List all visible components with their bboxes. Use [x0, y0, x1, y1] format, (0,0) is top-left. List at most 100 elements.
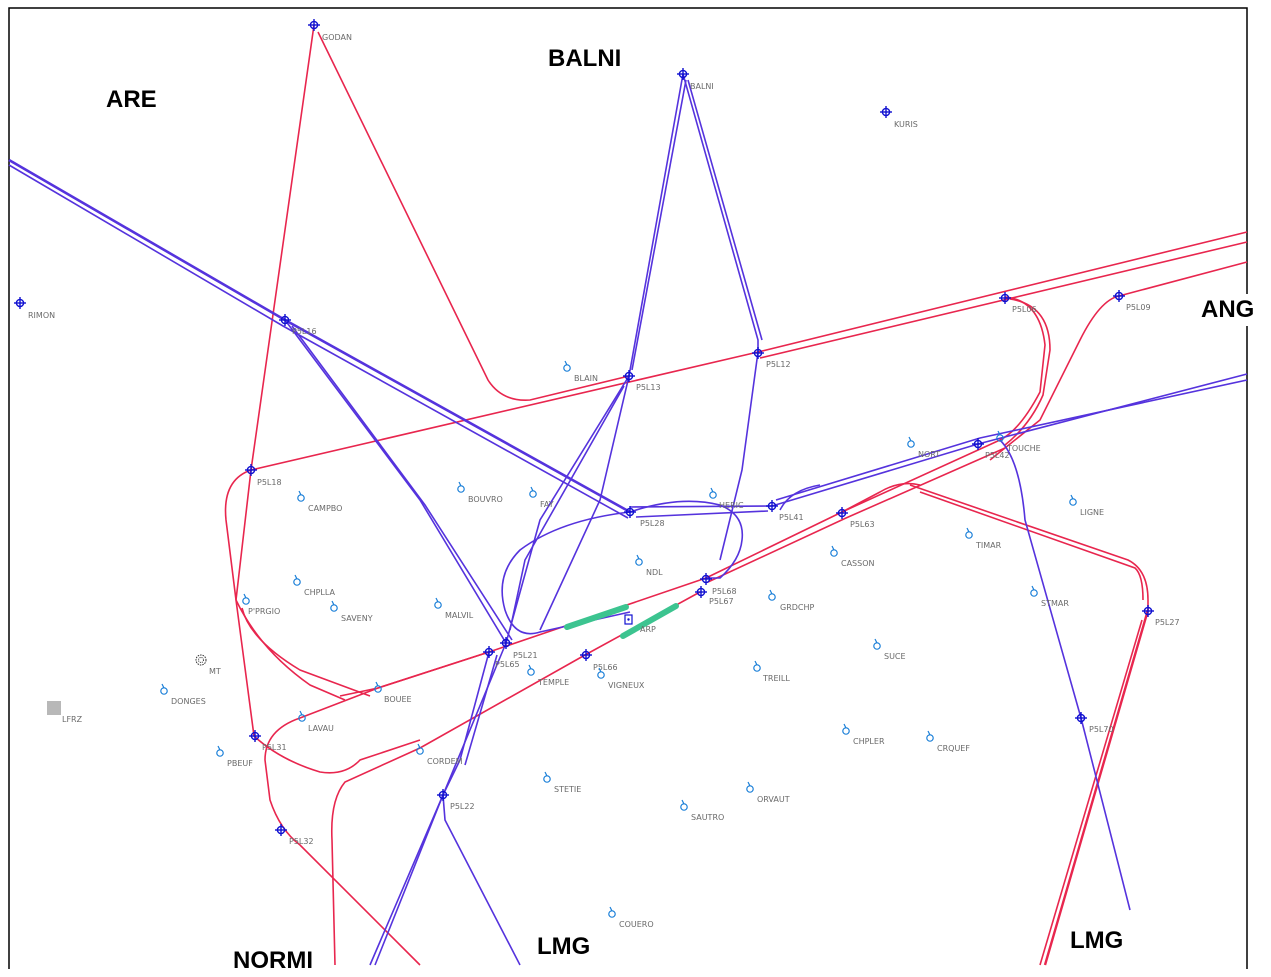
navaid-fay[interactable]: FAY [529, 486, 554, 509]
waypoint-label: P5L41 [779, 513, 804, 522]
navaid-malvil[interactable]: MALVIL [434, 597, 474, 620]
navaid-donges[interactable]: DONGES [160, 683, 206, 706]
navaid-sautro[interactable]: SAUTRO [680, 799, 724, 822]
route-are-p5l28 [8, 158, 631, 514]
waypoints-layer: GODAN BALNI KURIS RIMON P5L16 P5L13 P5L12 P5L06… [14, 19, 1180, 846]
point-label: LFRZ [62, 715, 83, 724]
waypoint-label: P5L63 [850, 520, 875, 529]
navaid-campbo[interactable]: CAMPBO [297, 490, 343, 513]
waypoint-p5l09[interactable]: P5L09 [1113, 290, 1151, 312]
waypoint-p5l06[interactable]: P5L06 [999, 292, 1037, 314]
point-lfrz[interactable]: LFRZ [47, 701, 83, 724]
navaid-icon [529, 486, 537, 498]
navaid-bouvro[interactable]: BOUVRO [457, 481, 503, 504]
waypoint-p5l41[interactable]: P5L41 [766, 500, 804, 522]
sector-label-lmg-south: LMG [533, 931, 595, 963]
navaid-touche[interactable]: TOUCHE [996, 430, 1041, 453]
navaid-vigneux[interactable]: VIGNEUX [597, 667, 645, 690]
waypoint-p5l68[interactable]: P5L68 [700, 573, 737, 596]
waypoint-label: P5L27 [1155, 618, 1180, 627]
navaid-label: FAY [540, 500, 554, 509]
waypoint-p5l22[interactable]: P5L22 [437, 789, 475, 811]
navaid-cordem[interactable]: CORDEM [416, 743, 463, 766]
navaid-icon [527, 664, 535, 676]
navaid-bouee[interactable]: BOUEE [374, 681, 412, 704]
waypoint-rimon[interactable]: RIMON [14, 297, 55, 320]
navaid-ligne[interactable]: LIGNE [1069, 494, 1104, 517]
waypoint-p5l42[interactable]: P5L42 [972, 438, 1010, 460]
waypoint-icon [308, 19, 320, 31]
waypoint-p5l32[interactable]: P5L32 [275, 824, 314, 846]
navaid-label: LIGNE [1080, 508, 1104, 517]
navaid-saveny[interactable]: SAVENY [330, 600, 373, 623]
waypoint-p5l66[interactable]: P5L66 [580, 649, 618, 672]
route-ang-p5l18 [250, 231, 1248, 471]
point-arp[interactable]: ARP [640, 625, 656, 634]
navaid-pprgio[interactable]: P'PRGIO [242, 593, 280, 616]
navaid-icon [1030, 585, 1038, 597]
special-points-layer: MT LFRZ ARP [47, 625, 656, 724]
navaid-icon [926, 730, 934, 742]
navaid-treill[interactable]: TREILL [753, 660, 791, 683]
navaid-label: GRDCHP [780, 603, 815, 612]
navaid-icon [753, 660, 761, 672]
waypoint-p5l16[interactable]: P5L16 [279, 314, 317, 336]
navaid-lavau[interactable]: LAVAU [298, 710, 334, 733]
navaid-ndl[interactable]: NDL [635, 554, 663, 577]
navaid-label: COUERO [619, 920, 654, 929]
waypoint-p5l63[interactable]: P5L63 [836, 507, 875, 529]
waypoint-balni[interactable]: BALNI [677, 68, 714, 91]
waypoint-p5l12[interactable]: P5L12 [752, 347, 791, 369]
navaid-crquef[interactable]: CRQUEF [926, 730, 971, 753]
navaid-blain[interactable]: BLAIN [563, 360, 598, 383]
waypoint-p5l31[interactable]: P5L31 [249, 730, 287, 752]
navaid-label: LAVAU [308, 724, 334, 733]
navaid-icon [298, 710, 306, 722]
waypoint-kuris[interactable]: KURIS [880, 106, 918, 129]
navaid-label: TREILL [762, 674, 790, 683]
waypoint-p5l67[interactable]: P5L67 [695, 586, 734, 606]
waypoint-label: P5L31 [262, 743, 287, 752]
waypoint-godan[interactable]: GODAN [308, 19, 352, 42]
navaid-icon [374, 681, 382, 693]
navaid-label: VIGNEUX [608, 681, 645, 690]
navaid-nort[interactable]: NORT [907, 436, 940, 459]
navaid-stmar[interactable]: STMAR [1030, 585, 1070, 608]
waypoint-icon [249, 730, 261, 742]
navaid-pbeuf[interactable]: PBEUF [216, 745, 253, 768]
waypoint-p5l21[interactable]: P5L21 [500, 637, 538, 660]
waypoint-icon [245, 464, 257, 476]
navaid-suce[interactable]: SUCE [873, 638, 906, 661]
waypoint-icon [275, 824, 287, 836]
navaid-chpler[interactable]: CHPLER [842, 723, 885, 746]
navaid-icon [330, 600, 338, 612]
waypoint-p5l18[interactable]: P5L18 [245, 464, 282, 487]
navaid-orvaut[interactable]: ORVAUT [746, 781, 790, 804]
waypoint-p5l13[interactable]: P5L13 [623, 370, 661, 392]
navaid-casson[interactable]: CASSON [830, 545, 875, 568]
waypoint-icon [279, 314, 291, 326]
navaid-icon [608, 906, 616, 918]
waypoint-p5l27[interactable]: P5L27 [1142, 605, 1180, 627]
waypoint-p5l70[interactable]: P5L70 [1075, 712, 1114, 734]
navaid-timar[interactable]: TIMAR [965, 527, 1002, 550]
navaid-temple[interactable]: TEMPLE [527, 664, 569, 687]
waypoint-icon [437, 789, 449, 801]
navaid-stetie[interactable]: STETIE [543, 771, 582, 794]
navaid-heric[interactable]: HERIC [709, 487, 744, 510]
navaid-icon [907, 436, 915, 448]
waypoint-icon [880, 106, 892, 118]
point-label: MT [209, 667, 221, 676]
route-godan-p5l13 [317, 31, 630, 401]
point-mt[interactable]: MT [195, 654, 221, 676]
navaid-grdchp[interactable]: GRDCHP [768, 589, 815, 612]
waypoint-p5l65[interactable]: P5L65 [483, 646, 520, 669]
navaid-couero[interactable]: COUERO [608, 906, 654, 929]
waypoint-p5l28[interactable]: P5L28 [624, 506, 665, 528]
navaid-label: CAMPBO [308, 504, 342, 513]
navaid-chplla[interactable]: CHPLLA [293, 574, 336, 597]
navaid-icon [434, 597, 442, 609]
arp-marker [624, 614, 633, 625]
navaid-icon [830, 545, 838, 557]
